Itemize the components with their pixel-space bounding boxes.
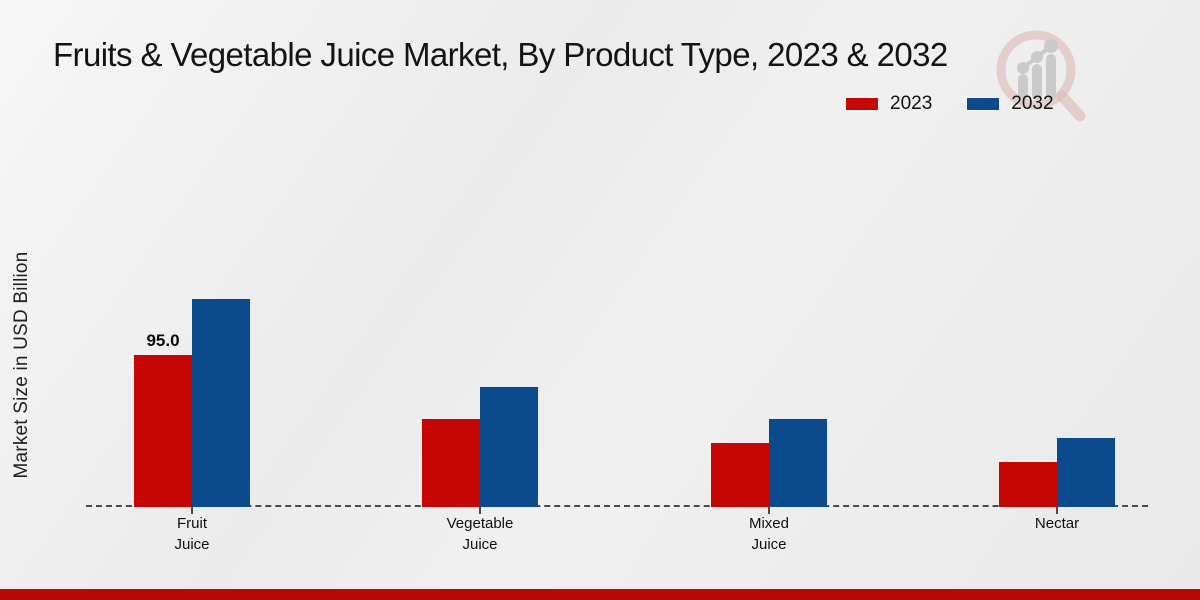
x-axis-tick-mixed-juice	[768, 507, 770, 514]
bar-2023-vegetable-juice	[422, 419, 480, 507]
bar-2023-nectar	[999, 462, 1057, 507]
x-axis-tick-fruit-juice	[191, 507, 193, 514]
footer-accent-bar	[0, 589, 1200, 600]
bar-2032-fruit-juice	[192, 299, 250, 507]
legend-swatch-2023	[845, 97, 879, 111]
legend-swatch-2032	[966, 97, 1001, 111]
x-axis-label-fruit-juice: Fruit Juice	[174, 515, 210, 553]
x-axis-label-nectar: Nectar	[1034, 515, 1080, 532]
bar-2023-fruit-juice	[134, 355, 192, 507]
bar-2023-mixed-juice	[711, 443, 769, 507]
legend-label-2023: 2023	[890, 93, 933, 114]
magnifier-bar-chart-logo-icon	[996, 30, 1086, 122]
legend-label-2032: 2032	[1011, 93, 1054, 114]
chart-title: Fruits & Vegetable Juice Market, By Prod…	[53, 36, 948, 73]
x-axis-tick-nectar	[1056, 507, 1058, 514]
legend-item-2023: 2023	[845, 93, 932, 115]
x-axis-tick-vegetable-juice	[479, 507, 481, 514]
bar-2032-mixed-juice	[769, 419, 827, 507]
x-axis-label-vegetable-juice: Vegetable Juice	[446, 515, 514, 553]
bar-2032-nectar	[1057, 438, 1115, 507]
legend: 2023 2032	[845, 93, 1054, 115]
x-axis-label-mixed-juice: Mixed Juice	[748, 515, 789, 553]
x-axis-baseline	[86, 505, 1148, 507]
bar-2032-vegetable-juice	[480, 387, 538, 507]
legend-item-2032: 2032	[966, 93, 1054, 115]
bar-value-label-2023-fruit-juice: 95.0	[146, 331, 180, 350]
